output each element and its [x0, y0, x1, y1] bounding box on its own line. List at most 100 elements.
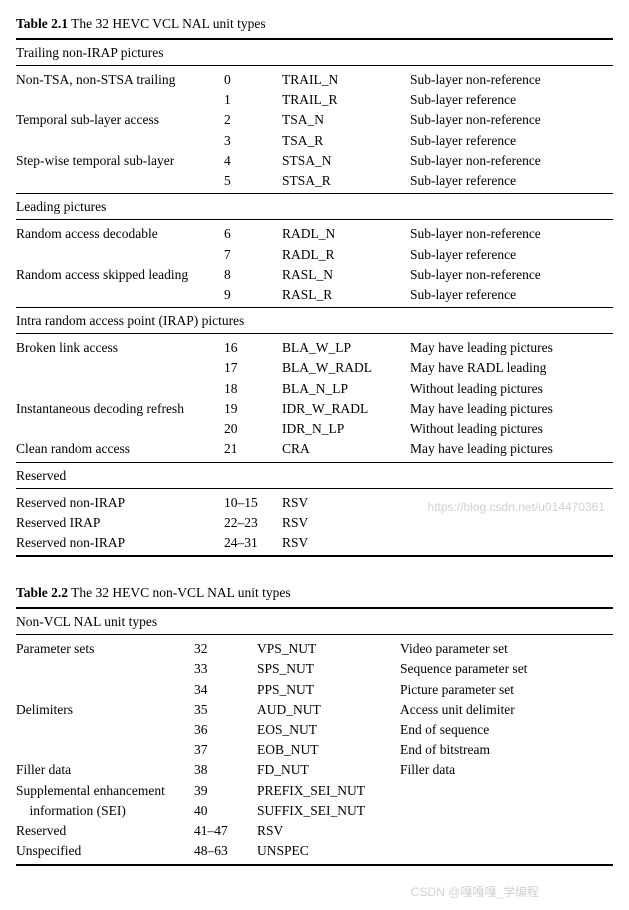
rule: [16, 307, 613, 308]
row-code: 33: [194, 660, 257, 678]
row-desc: [400, 822, 613, 840]
row-desc: May have RADL leading: [410, 359, 613, 377]
row-symbol: PREFIX_SEI_NUT: [257, 782, 400, 800]
section-header: Reserved: [16, 467, 613, 486]
section-header: Intra random access point (IRAP) picture…: [16, 312, 613, 331]
rule: [16, 38, 613, 40]
row-name: [16, 380, 224, 398]
row-name: [16, 741, 194, 759]
row-symbol: RSV: [282, 534, 410, 552]
table-row: Reserved non-IRAP10–15RSV: [16, 493, 613, 513]
row-symbol: TSA_R: [282, 132, 410, 150]
row-name: Reserved IRAP: [16, 514, 224, 532]
row-desc: May have leading pictures: [410, 440, 613, 458]
row-desc: [400, 802, 613, 820]
row-name: Temporal sub-layer access: [16, 111, 224, 129]
row-code: 2: [224, 111, 282, 129]
table-row: Step-wise temporal sub-layer4STSA_NSub-l…: [16, 151, 613, 171]
row-desc: [400, 842, 613, 860]
row-name: Non-TSA, non-STSA trailing: [16, 71, 224, 89]
row-name: [16, 172, 224, 190]
row-code: 32: [194, 640, 257, 658]
table-row: Unspecified48–63UNSPEC: [16, 841, 613, 861]
row-name: Reserved non-IRAP: [16, 494, 224, 512]
table-row: 20IDR_N_LPWithout leading pictures: [16, 419, 613, 439]
row-symbol: RSV: [257, 822, 400, 840]
row-desc: [410, 534, 613, 552]
table-2-2-caption: Table 2.2 The 32 HEVC non-VCL NAL unit t…: [16, 585, 613, 601]
row-symbol: RASL_R: [282, 286, 410, 304]
row-name: Unspecified: [16, 842, 194, 860]
table-row: Reserved non-IRAP24–31RSV: [16, 533, 613, 553]
row-desc: Sub-layer non-reference: [410, 225, 613, 243]
table-2-1-title: The 32 HEVC VCL NAL unit types: [71, 16, 265, 31]
row-desc: [410, 494, 613, 512]
row-symbol: STSA_R: [282, 172, 410, 190]
row-desc: Filler data: [400, 761, 613, 779]
row-code: 20: [224, 420, 282, 438]
row-code: 0: [224, 71, 282, 89]
row-symbol: EOB_NUT: [257, 741, 400, 759]
row-name: Parameter sets: [16, 640, 194, 658]
table-row: 9RASL_RSub-layer reference: [16, 285, 613, 305]
row-name: [16, 286, 224, 304]
row-symbol: TSA_N: [282, 111, 410, 129]
row-name: [16, 681, 194, 699]
row-name: [16, 660, 194, 678]
row-desc: [400, 782, 613, 800]
row-code: 34: [194, 681, 257, 699]
table-row: 17BLA_W_RADLMay have RADL leading: [16, 358, 613, 378]
row-symbol: BLA_N_LP: [282, 380, 410, 398]
table-2-2-label: Table 2.2: [16, 585, 68, 600]
rule: [16, 607, 613, 609]
row-name: Supplemental enhancement: [16, 782, 194, 800]
table-row: Clean random access21CRAMay have leading…: [16, 439, 613, 459]
row-desc: Without leading pictures: [410, 380, 613, 398]
table-row: 1TRAIL_RSub-layer reference: [16, 90, 613, 110]
rule: [16, 333, 613, 334]
row-code: 39: [194, 782, 257, 800]
row-name: [16, 420, 224, 438]
table-row: Instantaneous decoding refresh19IDR_W_RA…: [16, 399, 613, 419]
row-name: information (SEI): [16, 802, 194, 820]
rule: [16, 65, 613, 66]
row-desc: Video parameter set: [400, 640, 613, 658]
row-name: Instantaneous decoding refresh: [16, 400, 224, 418]
row-symbol: VPS_NUT: [257, 640, 400, 658]
row-symbol: STSA_N: [282, 152, 410, 170]
watermark-author: CSDN @嘎嘎嘎_学编程: [411, 883, 539, 900]
row-desc: May have leading pictures: [410, 339, 613, 357]
row-code: 21: [224, 440, 282, 458]
row-symbol: RSV: [282, 494, 410, 512]
row-symbol: EOS_NUT: [257, 721, 400, 739]
row-desc: Access unit delimiter: [400, 701, 613, 719]
row-name: Random access decodable: [16, 225, 224, 243]
table-2-2: Table 2.2 The 32 HEVC non-VCL NAL unit t…: [16, 585, 613, 865]
row-desc: May have leading pictures: [410, 400, 613, 418]
table-2-1: Table 2.1 The 32 HEVC VCL NAL unit types…: [16, 16, 613, 557]
row-code: 7: [224, 246, 282, 264]
row-desc: Without leading pictures: [410, 420, 613, 438]
row-name: Delimiters: [16, 701, 194, 719]
table-row: Supplemental enhancement39PREFIX_SEI_NUT: [16, 781, 613, 801]
row-code: 5: [224, 172, 282, 190]
table-row: 36EOS_NUTEnd of sequence: [16, 720, 613, 740]
row-code: 10–15: [224, 494, 282, 512]
row-code: 38: [194, 761, 257, 779]
row-name: Step-wise temporal sub-layer: [16, 152, 224, 170]
row-symbol: BLA_W_LP: [282, 339, 410, 357]
table-row: Parameter sets32VPS_NUTVideo parameter s…: [16, 639, 613, 659]
table-row: 33SPS_NUTSequence parameter set: [16, 659, 613, 679]
row-symbol: UNSPEC: [257, 842, 400, 860]
table-row: information (SEI)40SUFFIX_SEI_NUT: [16, 801, 613, 821]
rule: [16, 864, 613, 866]
table-row: Reserved IRAP22–23RSV: [16, 513, 613, 533]
row-code: 18: [224, 380, 282, 398]
row-code: 22–23: [224, 514, 282, 532]
row-symbol: TRAIL_N: [282, 71, 410, 89]
row-name: [16, 246, 224, 264]
row-symbol: SPS_NUT: [257, 660, 400, 678]
table-row: 3TSA_RSub-layer reference: [16, 131, 613, 151]
row-name: Reserved: [16, 822, 194, 840]
table-row: Random access decodable6RADL_NSub-layer …: [16, 224, 613, 244]
